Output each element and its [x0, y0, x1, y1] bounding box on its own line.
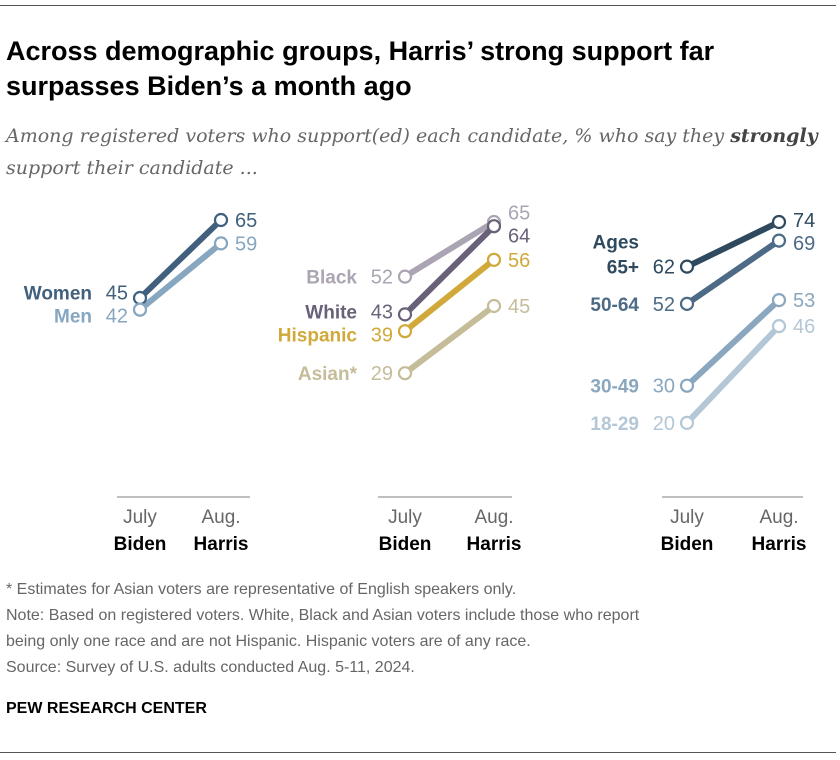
- value-label-july: 20: [653, 413, 675, 435]
- footnotes: * Estimates for Asian voters are represe…: [6, 577, 639, 681]
- value-label-aug: 74: [793, 210, 815, 232]
- series-line-65+: [685, 219, 781, 270]
- point-aug-18-29: [771, 319, 787, 334]
- value-label-july: 39: [371, 324, 393, 346]
- series-line-50-64: [685, 238, 781, 307]
- series-label: Hispanic: [278, 325, 358, 346]
- value-label-july: 42: [106, 305, 128, 327]
- tick-label-month: July: [388, 507, 422, 528]
- series-line-Men: [138, 241, 223, 313]
- value-label-aug: 45: [508, 296, 530, 318]
- series-label: 18-29: [590, 414, 639, 435]
- series-label: 30-49: [590, 377, 639, 398]
- value-label-july: 62: [653, 257, 675, 279]
- note-line-2: being only one race and are not Hispanic…: [6, 633, 531, 650]
- point-july-Black: [397, 269, 413, 284]
- tick-label-candidate: Biden: [661, 534, 714, 555]
- value-label-july: 30: [653, 376, 675, 398]
- tick-label-candidate: Harris: [752, 534, 807, 555]
- subtitle-text-end: support their candidate ...: [6, 157, 258, 179]
- top-rule: [0, 5, 836, 6]
- chart-subtitle: Among registered voters who support(ed) …: [6, 120, 836, 184]
- series-label: Men: [54, 306, 92, 327]
- source-line: Source: Survey of U.S. adults conducted …: [6, 659, 415, 676]
- subtitle-text: Among registered voters who support(ed) …: [6, 125, 731, 147]
- value-label-aug: 69: [793, 233, 815, 255]
- tick-label-month: Aug.: [474, 507, 513, 528]
- point-aug-Men: [213, 236, 229, 251]
- point-july-Men: [132, 302, 148, 317]
- chart-title: Across demographic groups, Harris’ stron…: [6, 36, 715, 101]
- value-label-aug: 56: [508, 250, 530, 272]
- series-line-Women: [137, 217, 224, 301]
- series-label: 65+: [607, 258, 639, 279]
- value-label-aug: 59: [235, 233, 257, 255]
- bottom-rule: [0, 752, 836, 753]
- tick-label-candidate: Biden: [379, 534, 432, 555]
- point-aug-Asian*: [486, 298, 502, 314]
- point-july-Hispanic: [397, 324, 413, 339]
- tick-label-month: Aug.: [201, 507, 240, 528]
- series-line-White: [402, 224, 497, 317]
- point-aug-30-49: [771, 293, 787, 308]
- value-label-july: 52: [653, 294, 675, 316]
- value-label-aug: 64: [508, 226, 530, 248]
- tick-label-month: Aug.: [759, 507, 798, 528]
- subtitle-bold: strongly: [730, 125, 818, 147]
- tick-label-candidate: Biden: [114, 534, 167, 555]
- point-july-18-29: [679, 415, 695, 430]
- value-label-july: 52: [371, 267, 393, 289]
- value-label-aug: 46: [793, 316, 815, 338]
- series-label: Asian*: [298, 364, 358, 385]
- series-label: Women: [24, 283, 92, 304]
- point-july-Women: [132, 290, 148, 306]
- value-label-aug: 65: [235, 210, 257, 232]
- value-label-aug: 65: [508, 203, 530, 225]
- tick-label-candidate: Harris: [467, 534, 522, 555]
- point-july-50-64: [679, 296, 695, 311]
- point-aug-White: [486, 219, 502, 234]
- series-line-Hispanic: [403, 257, 496, 334]
- note-line-1: Note: Based on registered voters. White,…: [6, 607, 640, 624]
- tick-label-month: July: [670, 507, 704, 528]
- brand-logo-text: PEW RESEARCH CENTER: [6, 700, 207, 717]
- value-label-aug: 53: [793, 290, 815, 312]
- value-label-july: 43: [371, 301, 393, 323]
- tick-label-candidate: Harris: [194, 534, 249, 555]
- point-july-65+: [679, 259, 695, 274]
- tick-label-month: July: [123, 507, 157, 528]
- value-label-july: 29: [371, 363, 393, 385]
- series-label: Black: [306, 268, 357, 289]
- point-aug-50-64: [771, 233, 787, 248]
- point-july-30-49: [679, 378, 695, 393]
- value-label-july: 45: [106, 282, 128, 304]
- series-label: 50-64: [590, 295, 639, 316]
- series-line-Black: [403, 219, 496, 280]
- point-aug-65+: [771, 214, 787, 230]
- point-july-White: [397, 307, 413, 322]
- point-july-Asian*: [397, 366, 413, 381]
- asian-footnote: * Estimates for Asian voters are represe…: [6, 581, 517, 598]
- point-aug-Hispanic: [486, 252, 502, 267]
- series-label: White: [305, 302, 357, 323]
- series-line-18-29: [684, 324, 782, 425]
- series-line-30-49: [684, 297, 782, 388]
- group-label: Ages: [593, 233, 639, 254]
- point-aug-Women: [213, 212, 229, 228]
- series-line-Asian*: [403, 303, 496, 376]
